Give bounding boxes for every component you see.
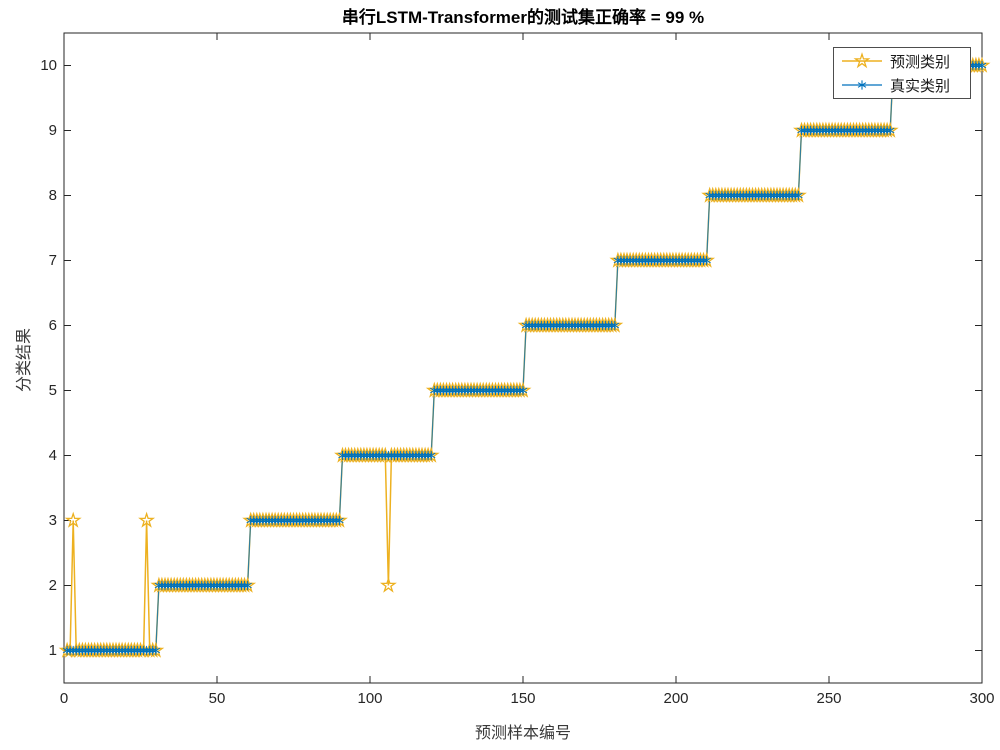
x-axis-label: 预测样本编号 (474, 725, 571, 742)
chart-title: 串行LSTM-Transformer的测试集正确率 = 99 % (341, 8, 705, 27)
legend-label-true: 真实类别 (890, 77, 951, 95)
x-tick-label: 200 (663, 690, 689, 707)
y-axis-label: 分类结果 (16, 328, 33, 393)
y-tick-label: 1 (48, 641, 57, 659)
legend-swatch-true (842, 79, 882, 91)
legend-swatch-predicted (842, 53, 882, 68)
y-tick-label: 8 (48, 186, 57, 204)
y-tick-label: 6 (48, 316, 57, 334)
true-line (67, 64, 982, 652)
y-tick-label: 9 (48, 121, 57, 139)
legend-box: 预测类别 真实类别 (833, 47, 971, 99)
y-tick-label: 10 (40, 56, 57, 74)
x-tick-label: 100 (357, 690, 383, 707)
x-tick-label: 250 (816, 690, 842, 707)
y-tick-label: 2 (48, 576, 57, 594)
y-tick-label: 4 (48, 446, 57, 464)
legend-entry-predicted: 预测类别 (834, 49, 970, 73)
x-tick-label: 300 (969, 690, 995, 707)
y-tick-label: 5 (48, 381, 57, 399)
legend-entry-true: 真实类别 (834, 73, 970, 97)
legend-label-predicted: 预测类别 (890, 53, 951, 71)
x-tick-label: 0 (59, 690, 69, 707)
y-tick-label: 7 (48, 251, 57, 269)
x-tick-label: 50 (208, 690, 226, 707)
y-tick-label: 3 (48, 511, 57, 529)
x-tick-label: 150 (510, 690, 536, 707)
